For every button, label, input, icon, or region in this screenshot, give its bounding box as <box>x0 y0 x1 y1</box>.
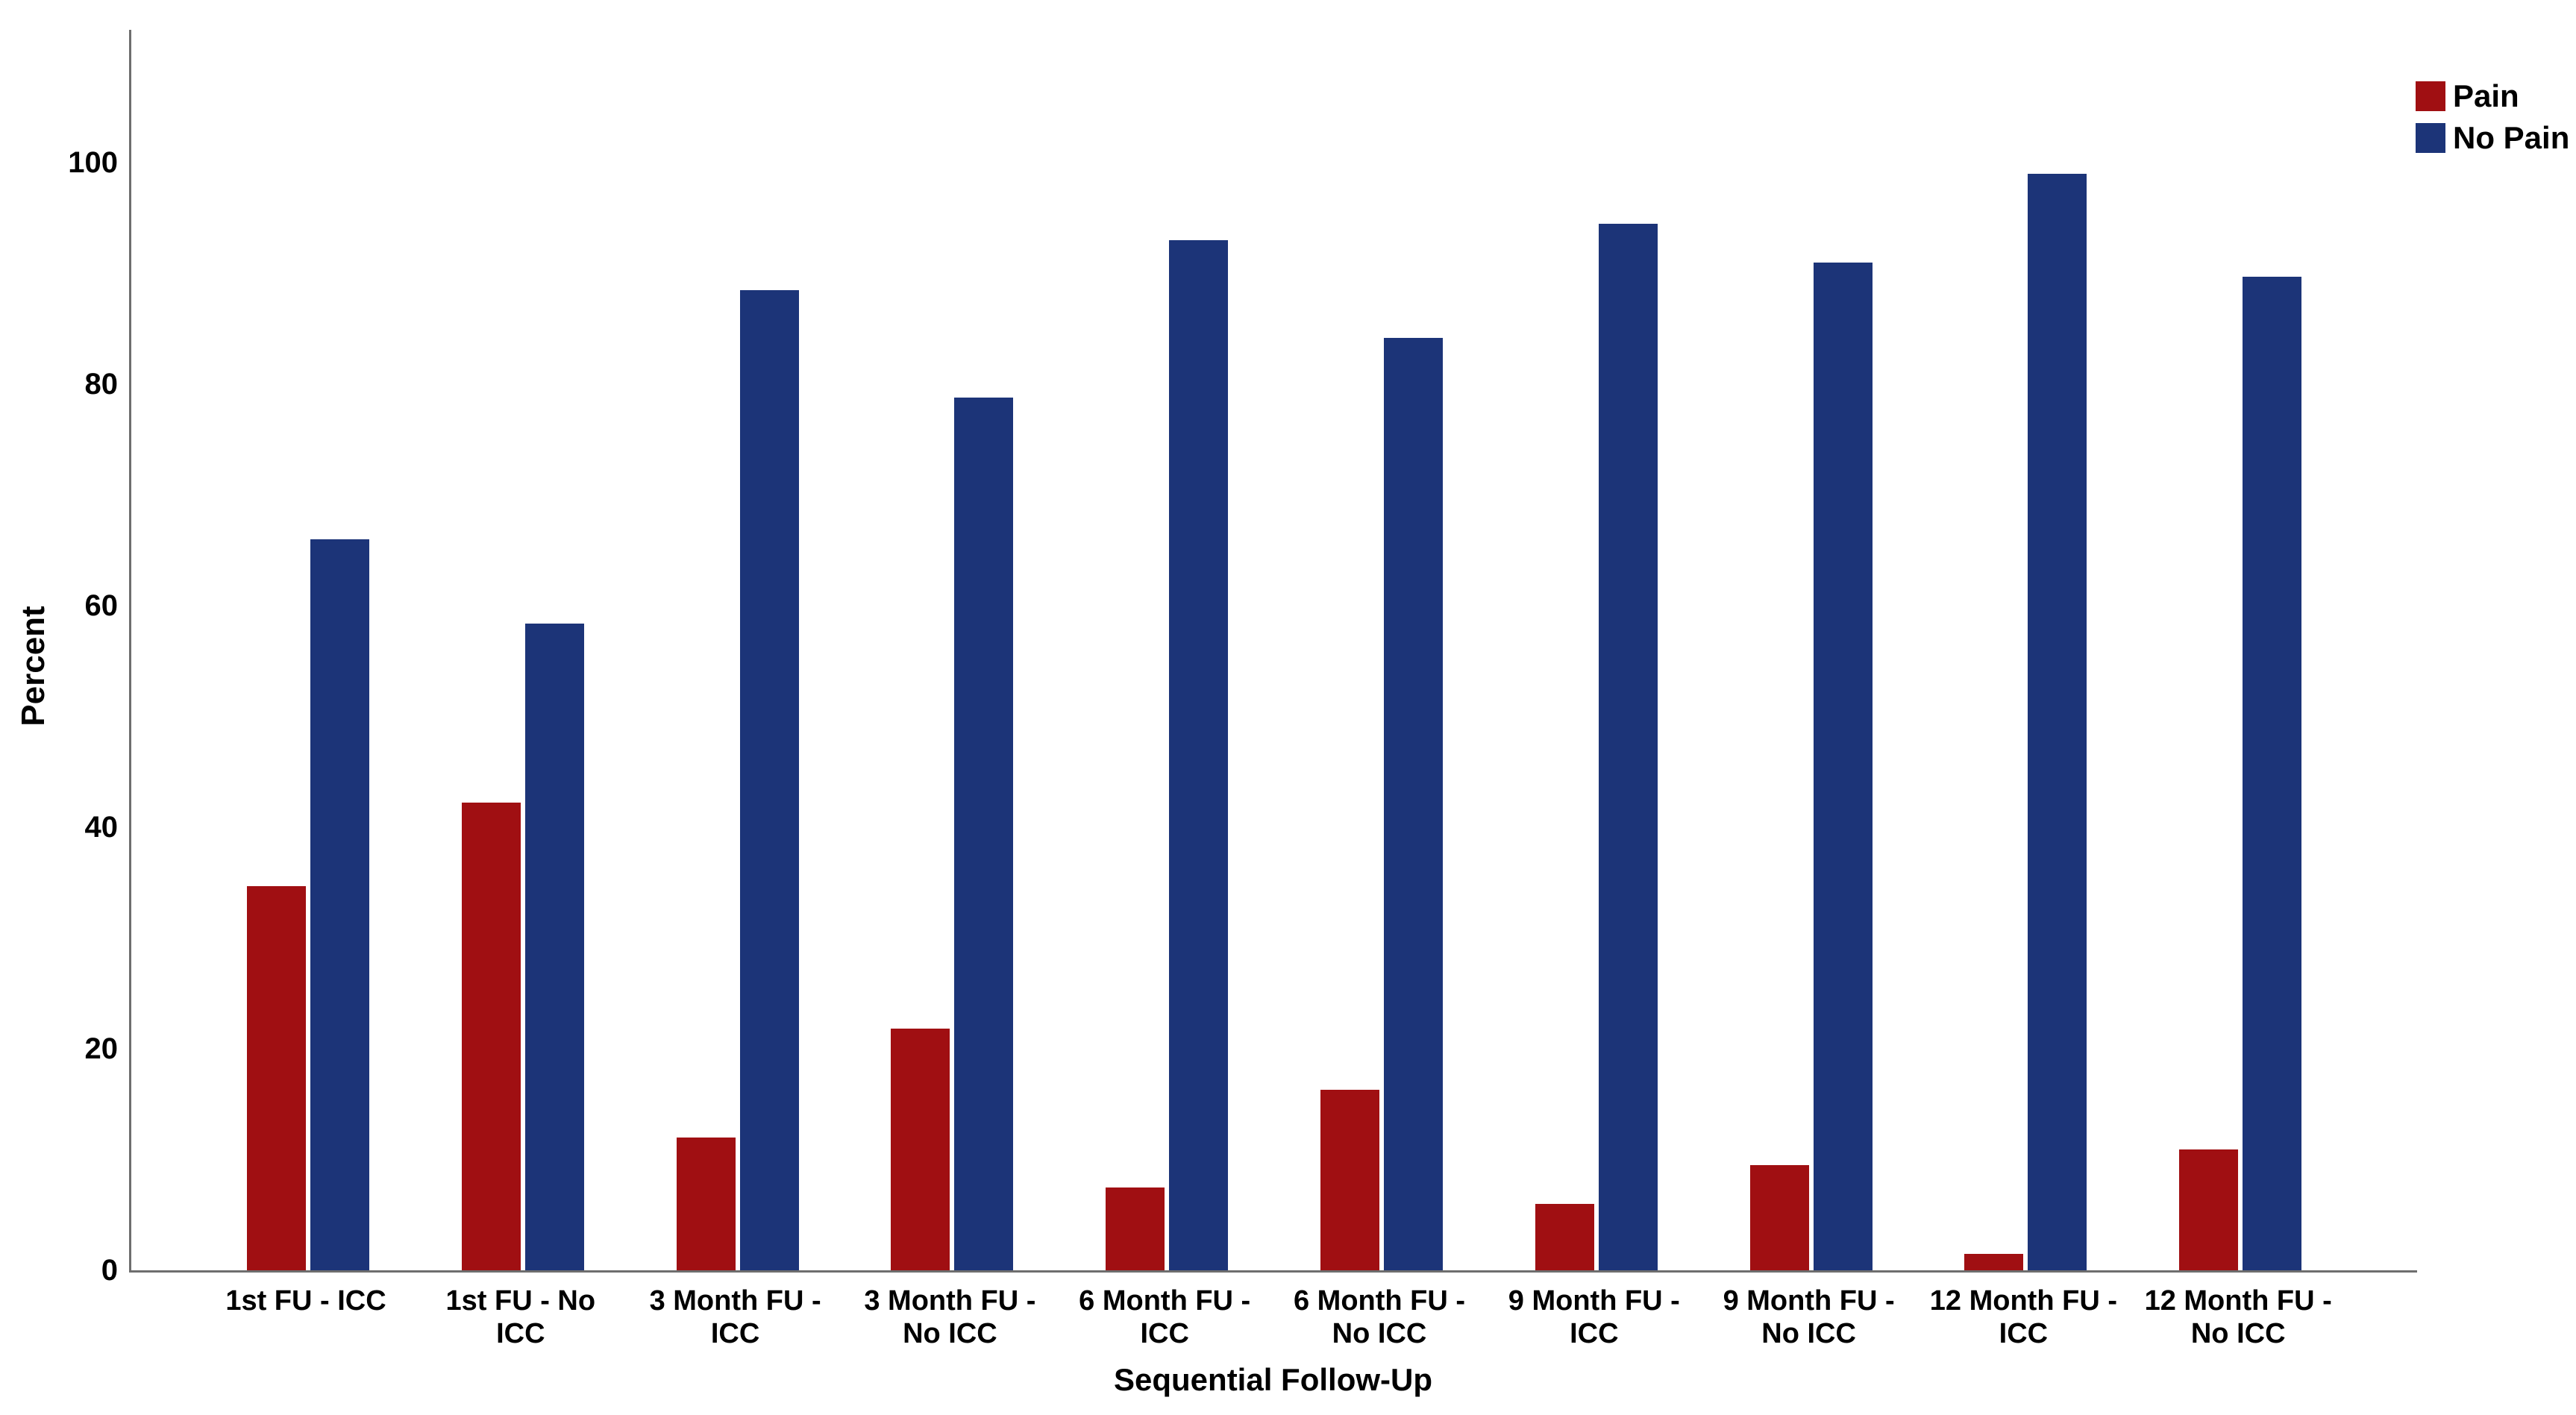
y-tick-label: 0 <box>101 1254 118 1287</box>
pain-bar <box>1964 1253 2024 1270</box>
no-pain-bar <box>1598 223 1658 1270</box>
pain-bar <box>461 803 521 1270</box>
pain-bar <box>1320 1089 1379 1270</box>
no-pain-bar <box>310 539 369 1270</box>
no-pain-bar <box>1384 337 1443 1270</box>
no-pain-bar <box>2243 277 2302 1270</box>
pain-bar <box>1106 1187 1165 1270</box>
bar-group <box>1749 30 1873 1270</box>
bar-group <box>461 30 584 1270</box>
bar-group <box>247 30 369 1270</box>
bar-group <box>676 30 799 1270</box>
pain-bar <box>2179 1149 2239 1270</box>
pain-bar <box>1535 1203 1594 1270</box>
bar-group <box>1964 30 2087 1270</box>
x-category-label: 1st FU - ICC <box>225 1285 386 1317</box>
x-axis-title: Sequential Follow-Up <box>1114 1362 1432 1397</box>
no-pain-bar <box>2028 174 2087 1270</box>
pain-bar <box>891 1029 950 1270</box>
bar-group <box>1106 30 1229 1270</box>
x-category-label: 6 Month FU - ICC <box>1079 1285 1251 1349</box>
legend-swatch <box>2416 123 2445 153</box>
y-tick-label: 40 <box>84 811 119 844</box>
x-category-label: 3 Month FU - No ICC <box>864 1285 1036 1349</box>
x-category-label: 12 Month FU - ICC <box>1929 1285 2117 1349</box>
x-category-label: 6 Month FU - No ICC <box>1293 1285 1466 1349</box>
legend-label: No Pain <box>2453 120 2570 155</box>
no-pain-bar <box>739 289 799 1270</box>
x-category-label: 9 Month FU - ICC <box>1508 1285 1680 1349</box>
y-tick-label: 100 <box>68 146 118 180</box>
x-category-label: 1st FU - No ICC <box>445 1285 596 1349</box>
plot-area <box>129 30 2417 1273</box>
legend-swatch <box>2416 81 2445 111</box>
bar-group <box>2179 30 2302 1270</box>
pain-bar <box>676 1137 736 1270</box>
x-category-label: 9 Month FU - No ICC <box>1723 1285 1895 1349</box>
y-tick-label: 80 <box>84 368 119 401</box>
bar-group <box>1320 30 1443 1270</box>
pain-bar <box>1749 1164 1809 1270</box>
pain-bar <box>247 885 306 1270</box>
y-tick-label: 20 <box>84 1032 119 1066</box>
no-pain-bar <box>1813 262 1873 1270</box>
legend-item: No Pain <box>2416 122 2569 154</box>
bar-group <box>891 30 1014 1270</box>
legend-label: Pain <box>2453 78 2519 113</box>
x-category-label: 12 Month FU - No ICC <box>2144 1285 2332 1349</box>
y-tick-label: 60 <box>84 589 119 623</box>
x-category-label: 3 Month FU - ICC <box>649 1285 821 1349</box>
legend-item: Pain <box>2416 81 2569 112</box>
bar-group <box>1535 30 1658 1270</box>
no-pain-bar <box>524 623 584 1270</box>
no-pain-bar <box>1169 240 1229 1270</box>
legend: Pain No Pain <box>2416 81 2569 164</box>
no-pain-bar <box>954 397 1014 1270</box>
